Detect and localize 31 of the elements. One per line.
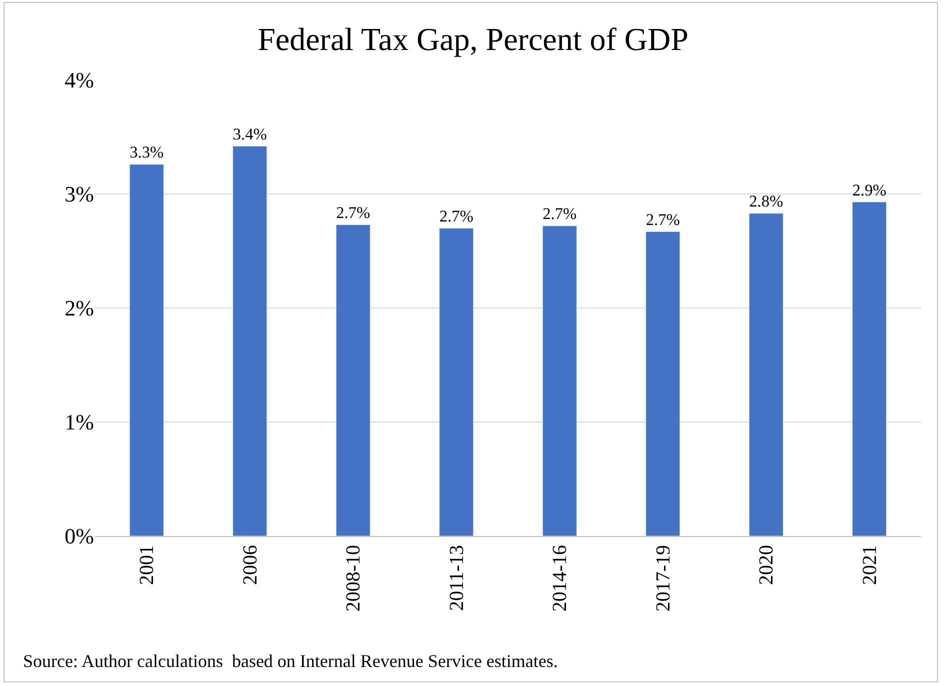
y-tick-label: 4% xyxy=(64,68,94,93)
data-label: 2.7% xyxy=(542,204,578,224)
data-label: 2.7% xyxy=(646,210,680,229)
bar xyxy=(336,224,370,536)
data-label: 2.8% xyxy=(749,192,784,211)
x-tick-label: 2017-19 xyxy=(652,545,674,612)
bar xyxy=(852,202,887,536)
x-tick-label: 2001 xyxy=(136,545,158,585)
data-label: 2.9% xyxy=(852,180,887,200)
x-tick-label: 2008-10 xyxy=(342,545,365,612)
data-label: 2.7% xyxy=(439,206,474,226)
data-label: 3.3% xyxy=(130,142,164,162)
y-tick-label: 1% xyxy=(64,410,94,435)
bar xyxy=(129,164,164,536)
x-tick-label: 2021 xyxy=(858,545,881,585)
bar xyxy=(232,146,268,536)
y-tick-label: 0% xyxy=(64,524,94,549)
bar xyxy=(748,213,784,536)
x-tick-label: 2006 xyxy=(239,545,262,585)
data-label: 2.7% xyxy=(336,203,371,222)
source-note: Source: Author calculations based on Internal Revenue Service estimates. xyxy=(23,651,558,671)
bar xyxy=(542,226,577,536)
chart-title: Federal Tax Gap, Percent of GDP xyxy=(258,20,688,57)
x-tick-label: 2020 xyxy=(756,545,778,585)
bar xyxy=(439,228,474,536)
y-tick-label: 3% xyxy=(64,182,94,207)
y-tick-label: 2% xyxy=(64,296,94,321)
x-tick-label: 2014-16 xyxy=(549,545,572,612)
bar xyxy=(646,231,680,536)
data-label: 3.4% xyxy=(232,124,268,144)
x-tick-label: 2011-13 xyxy=(446,545,468,611)
